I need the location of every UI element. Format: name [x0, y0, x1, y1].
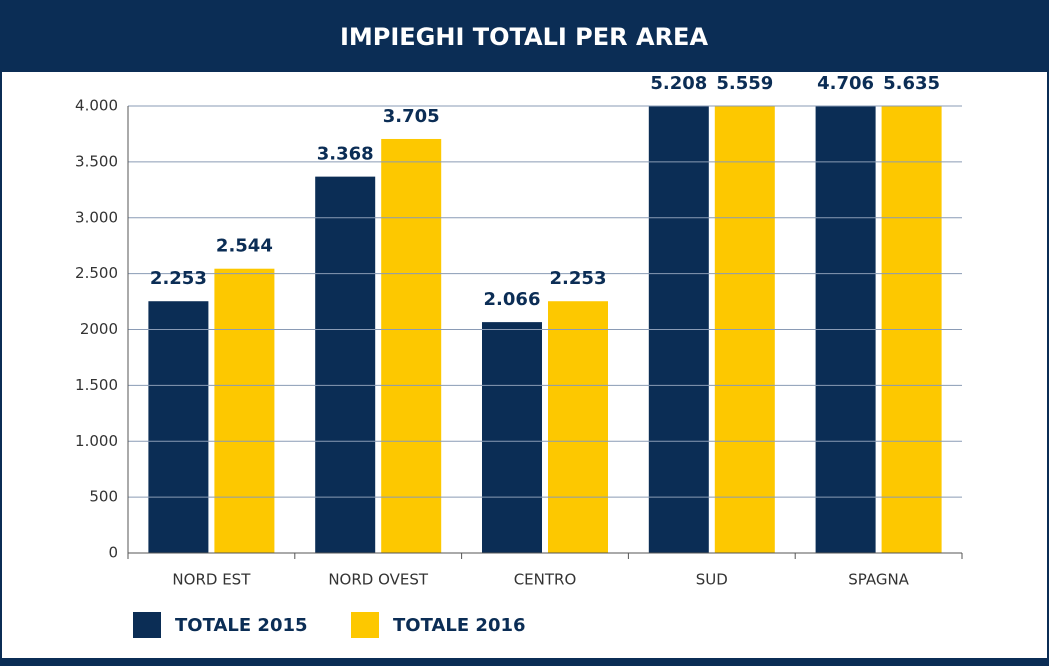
bar: [315, 176, 376, 553]
bottom-band: [0, 658, 1049, 666]
bar: [381, 138, 442, 553]
y-tick-label: 0: [108, 544, 118, 562]
y-tick-label: 1.000: [75, 432, 118, 450]
y-tick-label: 4.000: [75, 97, 118, 115]
y-tick-label: 3.500: [75, 152, 118, 170]
y-tick-label: 2.500: [75, 264, 118, 282]
data-label: 5.208: [650, 73, 707, 94]
x-tick-label: SUD: [696, 571, 728, 589]
legend-label: TOTALE 2015: [175, 615, 308, 636]
bar: [482, 322, 542, 553]
bar: [214, 268, 275, 553]
data-label: 2.066: [484, 289, 541, 310]
legend-label: TOTALE 2016: [393, 615, 526, 636]
y-tick-label: 2000: [80, 320, 118, 338]
y-tick-label: 500: [89, 488, 118, 506]
data-label: 3.705: [383, 106, 440, 127]
x-tick-label: CENTRO: [514, 571, 577, 589]
data-label: 4.706: [817, 73, 874, 94]
x-tick-label: SPAGNA: [848, 571, 909, 589]
data-label: 2.544: [216, 236, 273, 257]
data-label: 2.253: [550, 268, 607, 289]
y-tick-label: 1.500: [75, 376, 118, 394]
x-tick-label: NORD EST: [172, 571, 251, 589]
legend-swatch: [351, 612, 379, 638]
chart-title: IMPIEGHI TOTALI PER AREA: [340, 23, 709, 51]
title-band: [0, 0, 1049, 72]
bar: [548, 301, 608, 553]
data-label: 5.635: [883, 73, 940, 94]
data-label: 3.368: [317, 144, 374, 165]
y-tick-label: 3.000: [75, 208, 118, 226]
bar: [148, 301, 209, 553]
legend-swatch: [133, 612, 161, 638]
x-tick-label: NORD OVEST: [328, 571, 429, 589]
data-label: 5.559: [716, 73, 773, 94]
data-label: 2.253: [150, 268, 207, 289]
